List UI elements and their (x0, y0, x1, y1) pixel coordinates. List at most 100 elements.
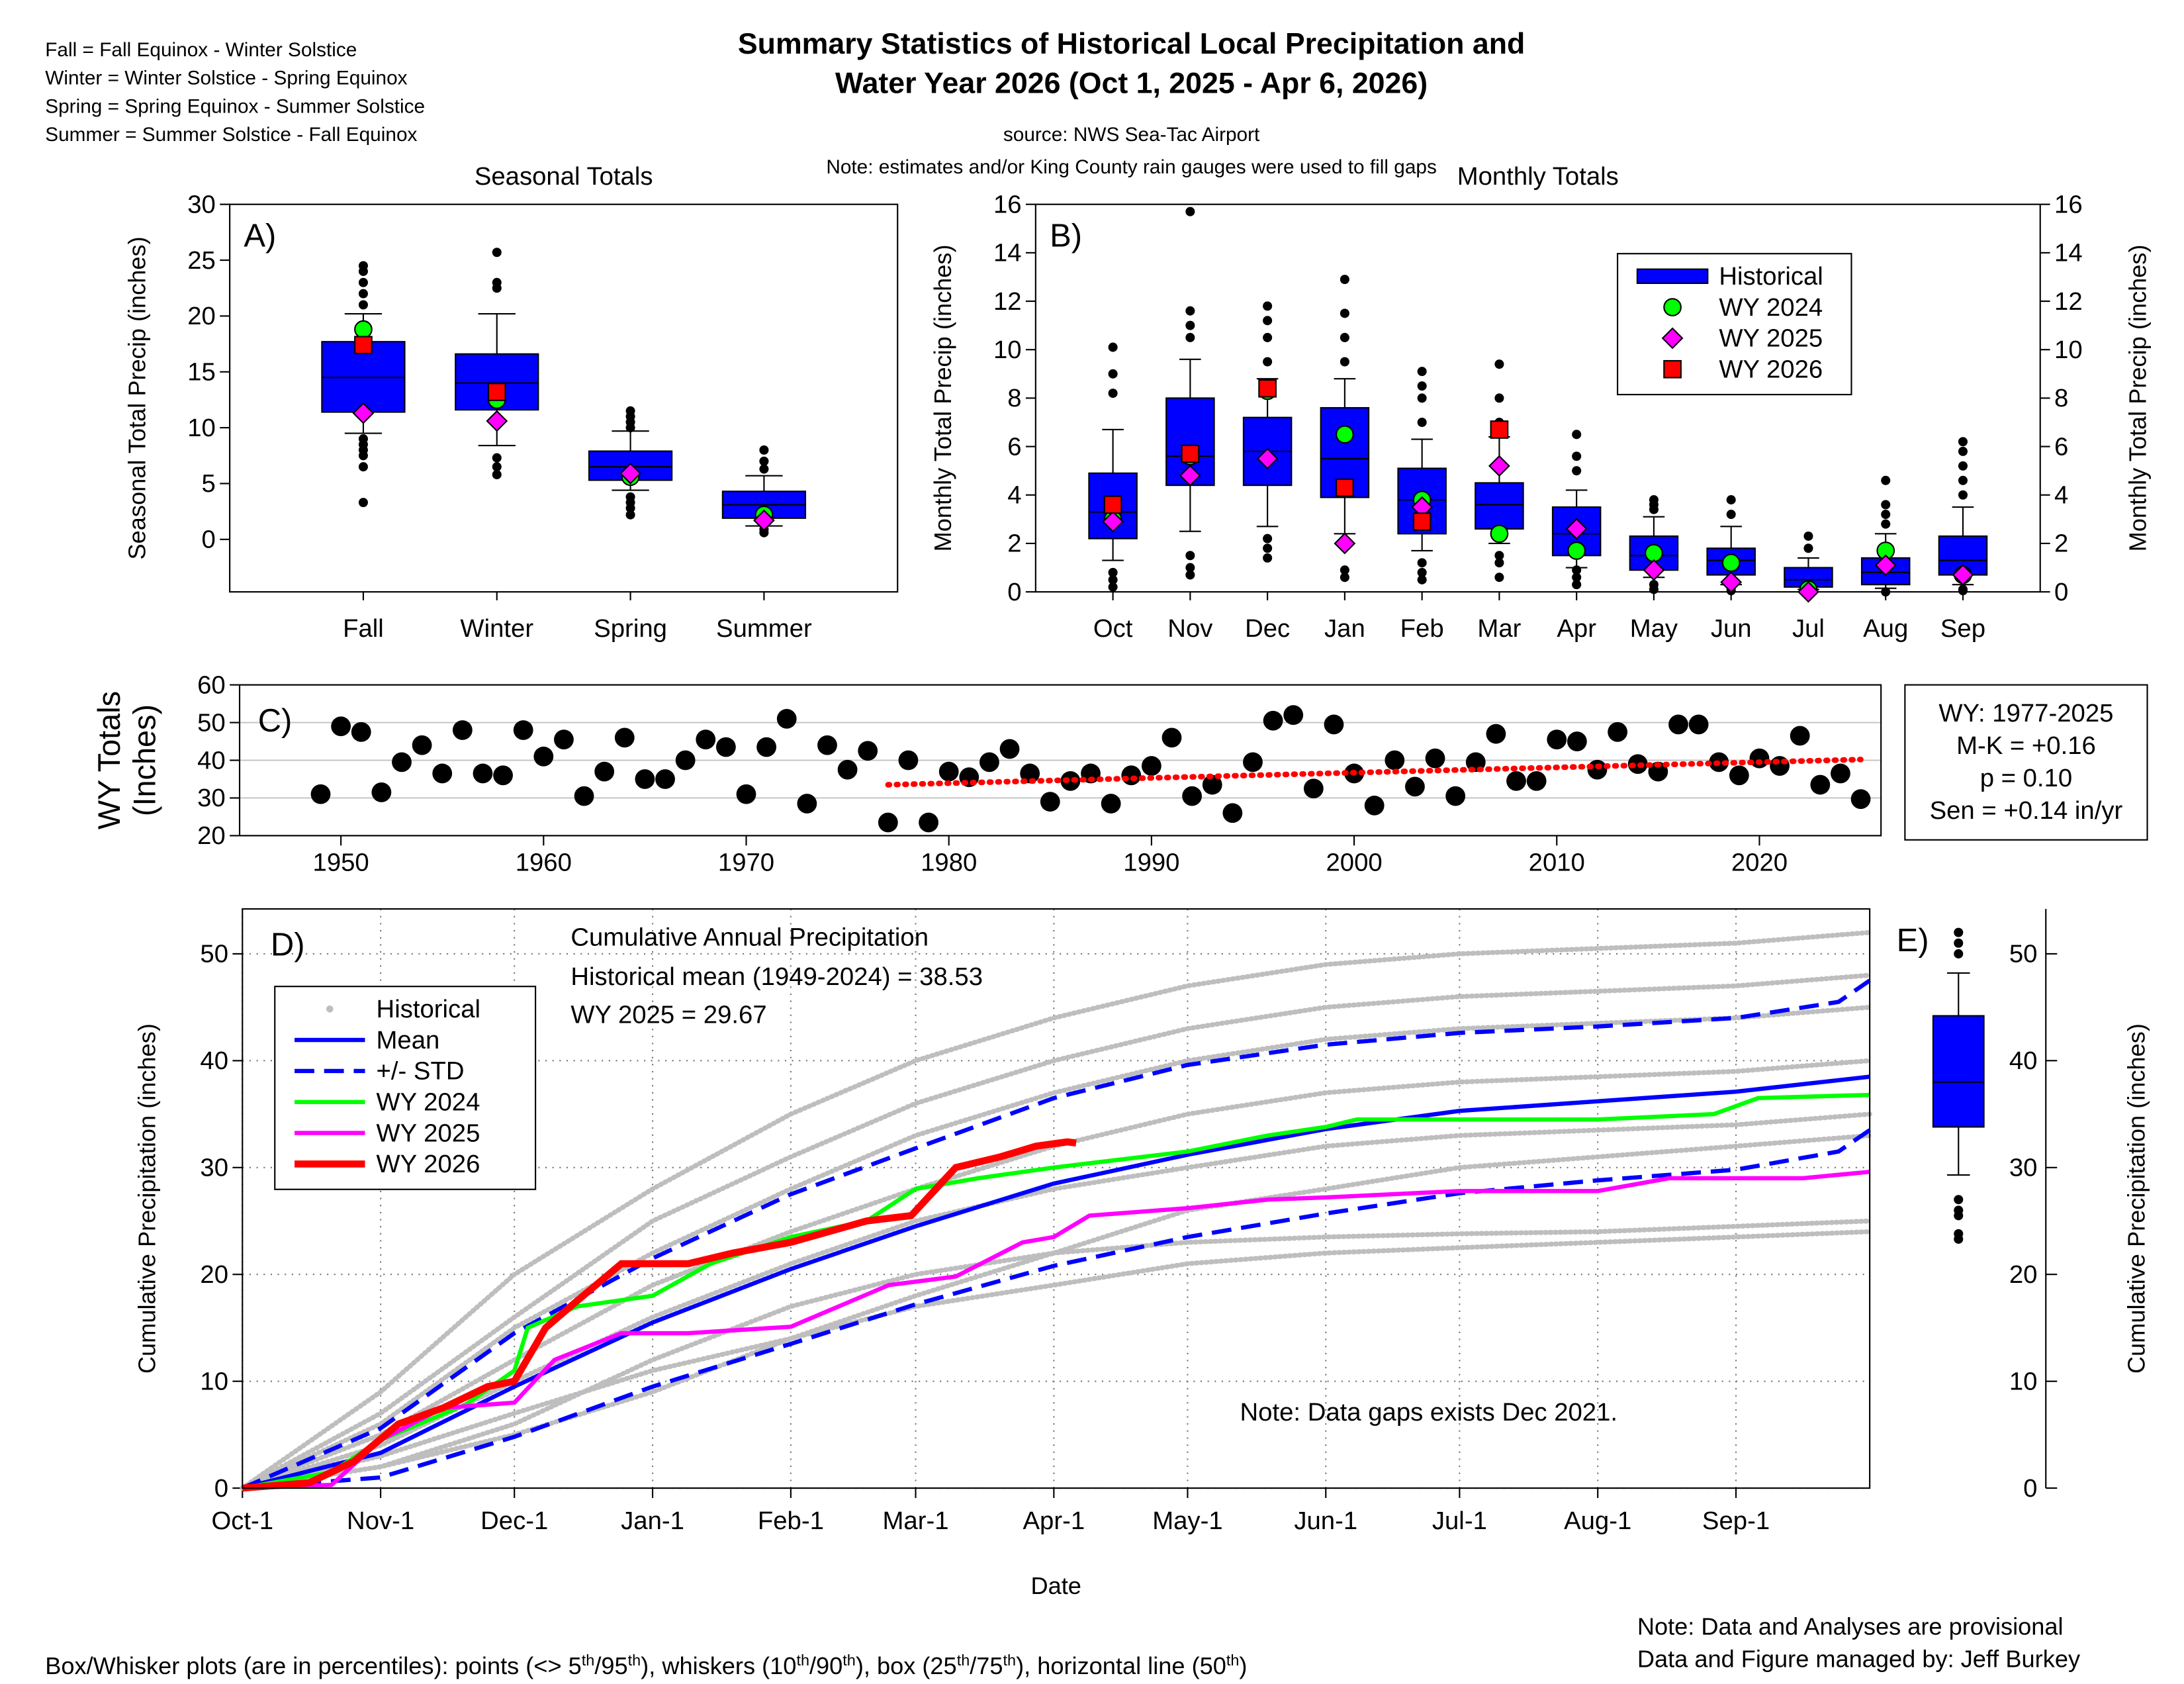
outlier (1649, 580, 1659, 590)
outlier (1572, 573, 1582, 583)
point (1202, 774, 1222, 795)
y-tick-label: 40 (200, 1047, 228, 1075)
x-tick-label: Winter (460, 614, 533, 643)
y-tick-label: 15 (187, 358, 216, 387)
legend-symbol (326, 1005, 334, 1013)
plot-frame (229, 203, 899, 593)
point (351, 722, 371, 742)
outlier (1417, 558, 1427, 568)
panel-title: Seasonal Totals (475, 162, 653, 191)
season-def: Summer = Summer Solstice - Fall Equinox (45, 124, 417, 146)
point (614, 727, 635, 748)
y-tick-label: 50 (200, 940, 228, 968)
y-tick-label: 10 (2054, 336, 2083, 364)
footer-note: Data and Figure managed by: Jeff Burkey (1637, 1645, 2081, 1672)
legend-label: Historical (1719, 262, 1823, 291)
marker (1490, 524, 1509, 543)
outlier (1958, 585, 1968, 594)
marker (354, 336, 373, 355)
y-tick-label: 0 (2054, 578, 2068, 606)
point (452, 720, 473, 740)
outlier (1572, 565, 1582, 575)
point (493, 765, 513, 786)
series-line (242, 1138, 1077, 1492)
outlier (759, 445, 769, 455)
point (776, 708, 797, 729)
point (574, 786, 594, 806)
y-tick-label: 10 (187, 414, 216, 442)
outlier (1494, 359, 1504, 369)
point (1506, 771, 1526, 791)
x-tick-label: Apr (1557, 614, 1596, 643)
point (1243, 752, 1263, 772)
marker (752, 509, 775, 532)
point (1263, 710, 1283, 731)
outlier (1954, 1205, 1964, 1215)
outlier (1185, 570, 1195, 580)
outlier (1726, 510, 1736, 520)
y-tick-label: 8 (1007, 384, 1021, 412)
point (533, 746, 554, 767)
y-tick-label: 10 (200, 1367, 228, 1395)
outlier (1958, 475, 1968, 485)
outlier (1185, 207, 1195, 216)
outlier (1417, 381, 1427, 391)
title: Water Year 2026 (Oct 1, 2025 - Apr 6, 20… (835, 68, 1428, 100)
outlier (1340, 573, 1349, 583)
outlier (1881, 519, 1891, 529)
point (1161, 727, 1182, 748)
footer-text: th (1003, 1652, 1017, 1669)
axis-title: WY Totals (92, 691, 126, 829)
marker (487, 383, 506, 401)
x-tick-label: May-1 (1152, 1507, 1222, 1535)
series-line (242, 1128, 1871, 1491)
point (898, 750, 919, 771)
y-tick-label: 30 (2009, 1154, 2038, 1182)
outlier (1417, 393, 1427, 403)
marker (1643, 559, 1665, 581)
outlier (1958, 446, 1968, 456)
y-tick-label: 30 (200, 1154, 228, 1182)
y-tick-label: 5 (202, 469, 216, 498)
point (1324, 714, 1344, 735)
y-tick-label: 8 (2054, 384, 2068, 412)
box (1475, 482, 1524, 530)
outlier (1340, 357, 1349, 367)
outlier (1572, 451, 1582, 461)
outlier (1954, 1229, 1964, 1239)
outlier (1726, 495, 1736, 505)
y-tick-label: 0 (202, 526, 216, 554)
x-tick-label: 1970 (718, 849, 774, 877)
point (554, 729, 574, 750)
legend-label: WY 2025 (377, 1119, 480, 1147)
y-tick-label: 25 (187, 246, 216, 275)
y-tick-label: 12 (2054, 287, 2083, 316)
point (1850, 789, 1871, 810)
title: Summary Statistics of Historical Local P… (738, 28, 1525, 60)
outlier (358, 498, 368, 508)
series-line (242, 1074, 1870, 1491)
axis-title: (Inches) (127, 704, 161, 816)
outlier (759, 456, 769, 466)
point (1587, 759, 1608, 780)
y-tick-label: 10 (993, 336, 1022, 364)
y-tick-label: 20 (200, 1260, 228, 1289)
stats-text: WY: 1977-2025 (1938, 699, 2113, 727)
marker (352, 402, 375, 424)
x-tick-label: Sep (1940, 614, 1985, 643)
outlier (1803, 543, 1813, 553)
outlier (1572, 466, 1582, 476)
outlier (1417, 417, 1427, 428)
point (1547, 729, 1567, 750)
y-tick-label: 4 (1007, 481, 1021, 510)
outlier (1954, 1195, 1964, 1205)
outlier (358, 434, 368, 444)
footer-text: th (1226, 1652, 1240, 1669)
x-tick-label: Spring (594, 614, 667, 643)
legend-label: +/- STD (377, 1057, 465, 1086)
point (1668, 714, 1688, 735)
outlier (625, 492, 635, 502)
stats-box (1904, 684, 2148, 841)
outlier (492, 248, 502, 257)
y-tick-label: 20 (197, 821, 226, 850)
